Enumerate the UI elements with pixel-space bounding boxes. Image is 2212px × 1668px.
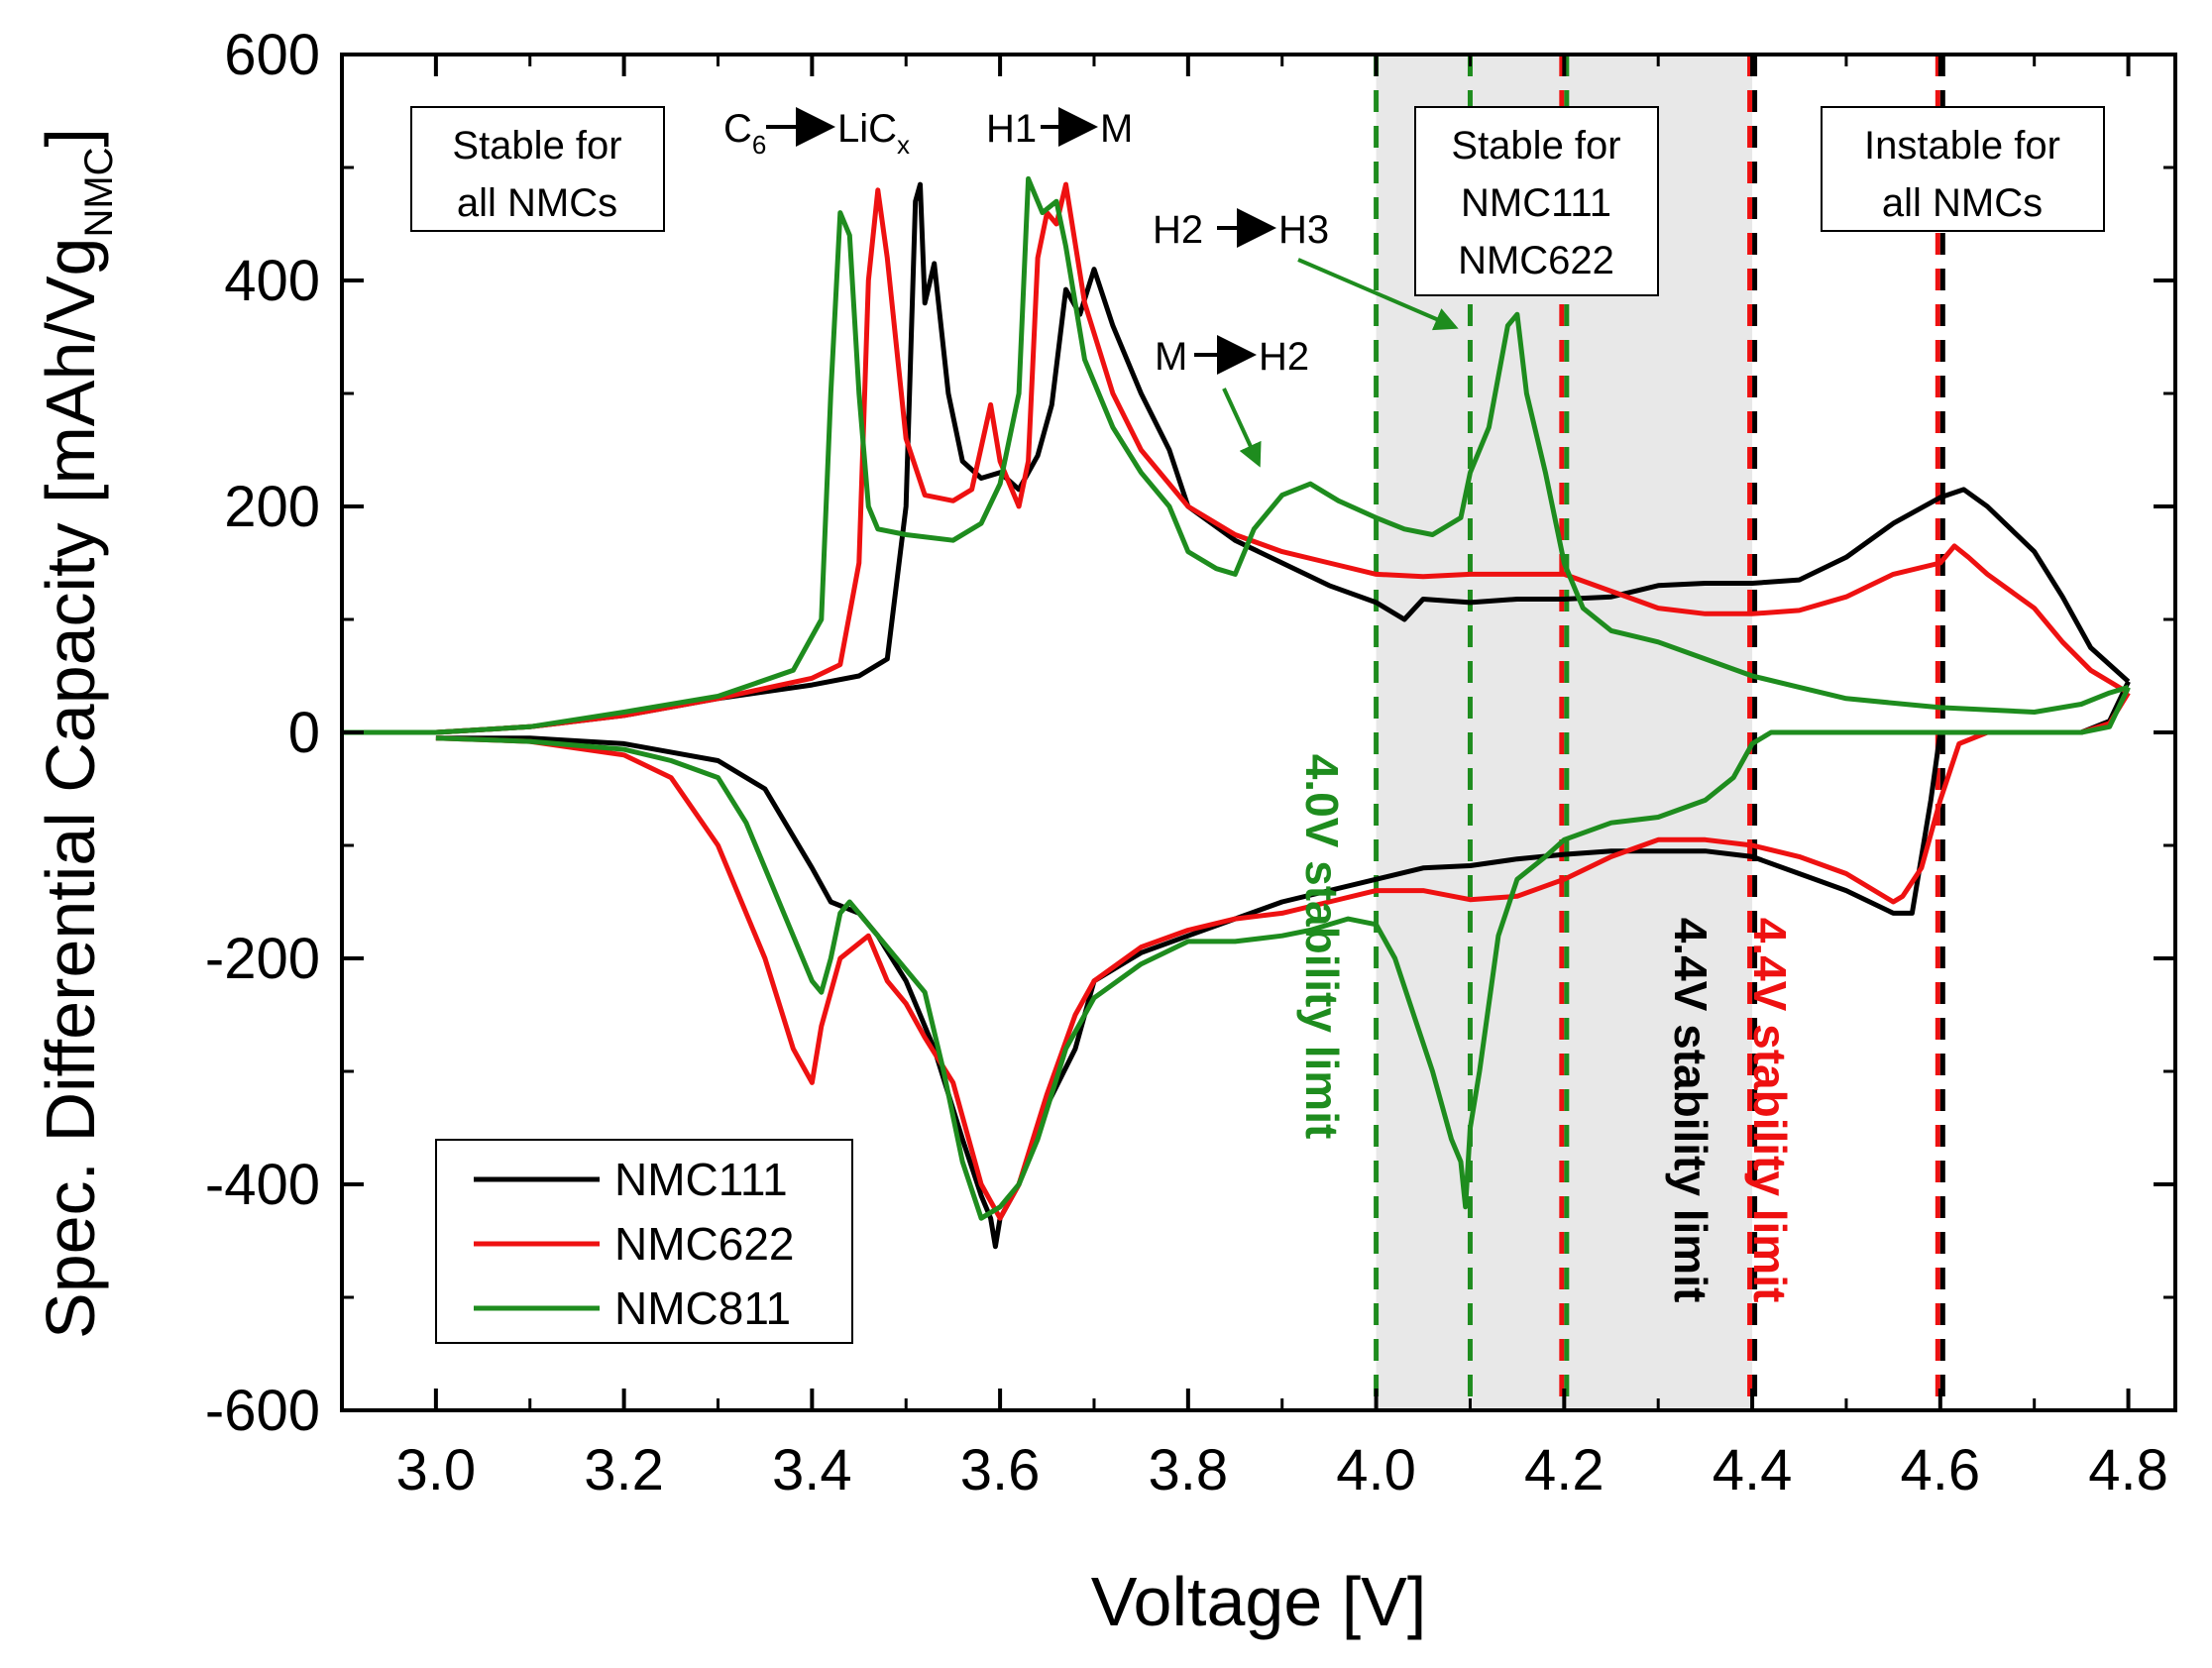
y-tick-label-6: -600 <box>205 1379 320 1443</box>
annotation-mh2-to: H2 <box>1259 335 1309 379</box>
series-nmc811-charge <box>342 175 2130 735</box>
x-tick-label-4: 3.8 <box>1149 1438 1229 1502</box>
limit-label-4v0: 4.0V stability limit <box>1296 754 1348 1140</box>
x-tick-label-9: 4.8 <box>2088 1438 2168 1502</box>
legend-item-nmc111: NMC111 <box>474 1154 788 1205</box>
box-instable-all-line1: Instable for <box>1864 124 2060 167</box>
x-tick-label-1: 3.2 <box>584 1438 664 1502</box>
box-stable-all-line2: all NMCs <box>457 181 617 225</box>
y-tick-label-4: -200 <box>205 927 320 991</box>
legend-item-nmc811: NMC811 <box>474 1282 791 1334</box>
data-curves <box>342 175 2131 1250</box>
limit-label-4v4-nmc111: 4.4V stability limit <box>1665 918 1716 1303</box>
x-axis-title: Voltage [V] <box>1091 1563 1427 1640</box>
annotation-h1-to: M <box>1100 107 1133 151</box>
annotation-m-h2: M H2 <box>1155 335 1309 468</box>
x-tick-label-2: 3.4 <box>772 1438 852 1502</box>
x-tick-label-7: 4.4 <box>1713 1438 1793 1502</box>
y-tick-label-5: -400 <box>205 1153 320 1217</box>
x-tick-label-8: 4.6 <box>1901 1438 1981 1502</box>
y-tick-label-3: 0 <box>288 701 320 765</box>
legend-item-nmc622: NMC622 <box>474 1218 795 1270</box>
annotation-mh2-from: M <box>1155 335 1187 379</box>
green-arrow-icon <box>1222 388 1262 468</box>
y-tick-label-0: 600 <box>224 23 320 87</box>
annotation-h2h3-from: H2 <box>1153 208 1203 252</box>
legend-label-nmc111: NMC111 <box>614 1154 788 1205</box>
legend-label-nmc811: NMC811 <box>614 1282 791 1334</box>
annotation-h2h3-to: H3 <box>1278 208 1329 252</box>
y-axis-title-close: ] <box>32 128 109 147</box>
box-stable-111-622-line2: NMC111 <box>1461 181 1611 225</box>
y-tick-label-2: 200 <box>224 475 320 539</box>
annotation-h1-m: H1 M <box>986 107 1133 151</box>
series-nmc622-charge <box>342 181 2130 735</box>
box-stable-111-622-line3: NMC622 <box>1458 239 1614 282</box>
series-nmc622-discharge <box>435 691 2131 1221</box>
annotation-c6-licx: C6 LiCx <box>723 107 910 160</box>
annotation-h2-h3: H2 H3 <box>1153 208 1459 331</box>
legend-label-nmc622: NMC622 <box>614 1218 795 1270</box>
x-tick-label-3: 3.6 <box>960 1438 1041 1502</box>
x-tick-label-6: 4.2 <box>1524 1438 1604 1502</box>
x-tick-label-0: 3.0 <box>396 1438 477 1502</box>
y-axis-title-sub: NMC <box>77 147 121 237</box>
series-nmc111-charge <box>342 181 2131 735</box>
y-axis-title: Spec. Differential Capacity [mAh/VgNMC] <box>32 128 121 1339</box>
y-tick-label-1: 400 <box>224 249 320 313</box>
annotation-c6: C6 <box>723 107 766 160</box>
box-stable-all: Stable for all NMCs <box>410 106 665 232</box>
legend: NMC111 NMC622 NMC811 <box>435 1139 853 1344</box>
box-instable-all-line2: all NMCs <box>1882 181 2043 225</box>
annotation-licx: LiCx <box>837 107 910 160</box>
y-axis-ticks: 600 400 200 0 -200 -400 -600 <box>205 23 2175 1443</box>
y-axis-title-main: Spec. Differential Capacity [mAh/Vg <box>32 238 109 1339</box>
box-instable-all: Instable for all NMCs <box>1821 106 2105 232</box>
box-stable-all-line1: Stable for <box>452 124 621 167</box>
x-tick-label-5: 4.0 <box>1336 1438 1416 1502</box>
green-arrow-icon <box>1297 258 1459 331</box>
annotation-h1-from: H1 <box>986 107 1037 151</box>
x-axis-ticks: 3.0 3.2 3.4 3.6 3.8 4.0 4.2 4.4 4.6 4.8 <box>396 55 2168 1502</box>
box-stable-111-622-line1: Stable for <box>1451 124 1620 167</box>
box-stable-111-622: Stable for NMC111 NMC622 <box>1414 106 1659 296</box>
series-nmc811-discharge <box>435 686 2131 1221</box>
limit-label-4v4-nmc622: 4.4V stability limit <box>1744 918 1796 1303</box>
